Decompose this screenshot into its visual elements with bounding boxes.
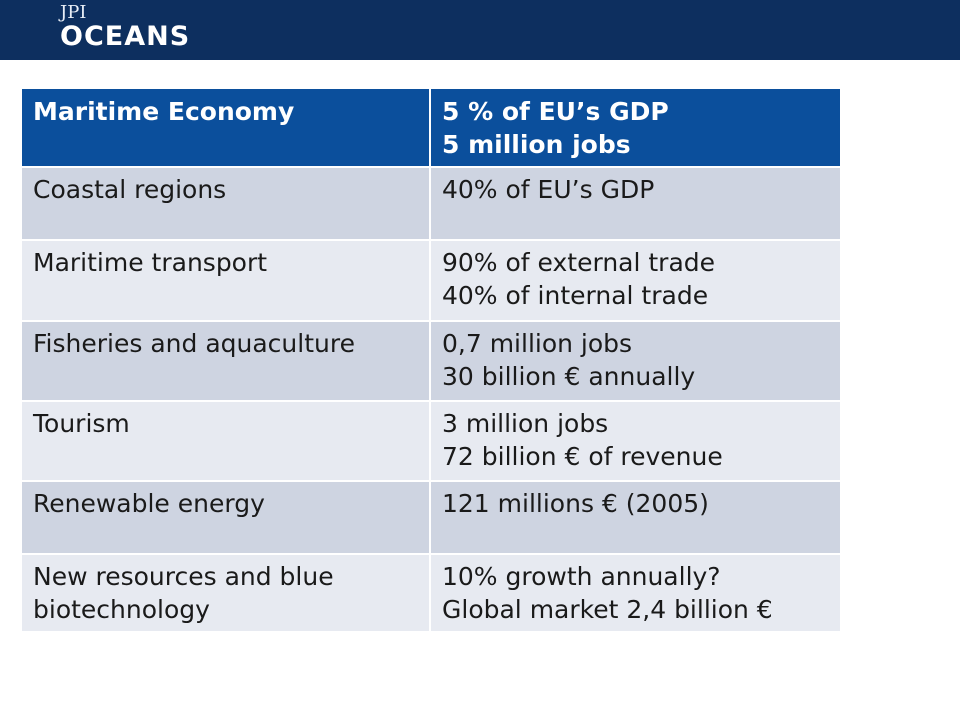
table-row: Maritime transport 90% of external trade…	[22, 241, 840, 322]
figures-line: 40% of internal trade	[442, 281, 709, 310]
sector-line: Coastal regions	[33, 175, 227, 204]
header-figures-line: 5 million jobs	[442, 130, 631, 159]
figures-line: 30 billion € annually	[442, 362, 696, 391]
table-row: Coastal regions 40% of EU’s GDP	[22, 168, 840, 241]
table-row: New resources and blue biotechnology 10%…	[22, 555, 840, 633]
figures-cell: 3 million jobs 72 billion € of revenue	[431, 402, 840, 480]
figures-line: 121 millions € (2005)	[442, 489, 709, 518]
figures-line: 40% of EU’s GDP	[442, 175, 655, 204]
sector-line: biotechnology	[33, 595, 210, 624]
table-row: Renewable energy 121 millions € (2005)	[22, 482, 840, 555]
table-row: Tourism 3 million jobs 72 billion € of r…	[22, 402, 840, 482]
sector-cell: Coastal regions	[22, 168, 431, 239]
sector-cell: Tourism	[22, 402, 431, 480]
header-figures-line: 5 % of EU’s GDP	[442, 97, 669, 126]
header-sector-line: Maritime Economy	[33, 97, 295, 126]
figures-cell: 40% of EU’s GDP	[431, 168, 840, 239]
table-header-row: Maritime Economy 5 % of EU’s GDP 5 milli…	[22, 89, 840, 168]
sector-cell: Maritime transport	[22, 241, 431, 320]
figures-line: Global market 2,4 billion €	[442, 595, 773, 624]
figures-cell: 0,7 million jobs 30 billion € annually	[431, 322, 840, 400]
sector-cell: Renewable energy	[22, 482, 431, 553]
figures-line: 90% of external trade	[442, 248, 716, 277]
logo-jpi-text: JPI	[60, 2, 87, 23]
sector-line: Fisheries and aquaculture	[33, 329, 355, 358]
header-cell-sector: Maritime Economy	[22, 89, 431, 166]
sector-cell: New resources and blue biotechnology	[22, 555, 431, 631]
figures-cell: 121 millions € (2005)	[431, 482, 840, 553]
figures-line: 0,7 million jobs	[442, 329, 633, 358]
figures-line: 10% growth annually?	[442, 562, 721, 591]
jpi-oceans-logo: JPI OCEANS	[60, 2, 191, 52]
header-cell-figures: 5 % of EU’s GDP 5 million jobs	[431, 89, 840, 166]
sector-line: Maritime transport	[33, 248, 268, 277]
figures-line: 72 billion € of revenue	[442, 442, 723, 471]
logo-oceans-text: OCEANS	[60, 21, 191, 52]
figures-line: 3 million jobs	[442, 409, 609, 438]
header-bar: JPI OCEANS	[0, 0, 960, 60]
figures-cell: 90% of external trade 40% of internal tr…	[431, 241, 840, 320]
maritime-economy-table: Maritime Economy 5 % of EU’s GDP 5 milli…	[22, 89, 840, 633]
table-row: Fisheries and aquaculture 0,7 million jo…	[22, 322, 840, 402]
sector-cell: Fisheries and aquaculture	[22, 322, 431, 400]
sector-line: Tourism	[33, 409, 130, 438]
sector-line: New resources and blue	[33, 562, 334, 591]
figures-cell: 10% growth annually? Global market 2,4 b…	[431, 555, 840, 631]
sector-line: Renewable energy	[33, 489, 265, 518]
